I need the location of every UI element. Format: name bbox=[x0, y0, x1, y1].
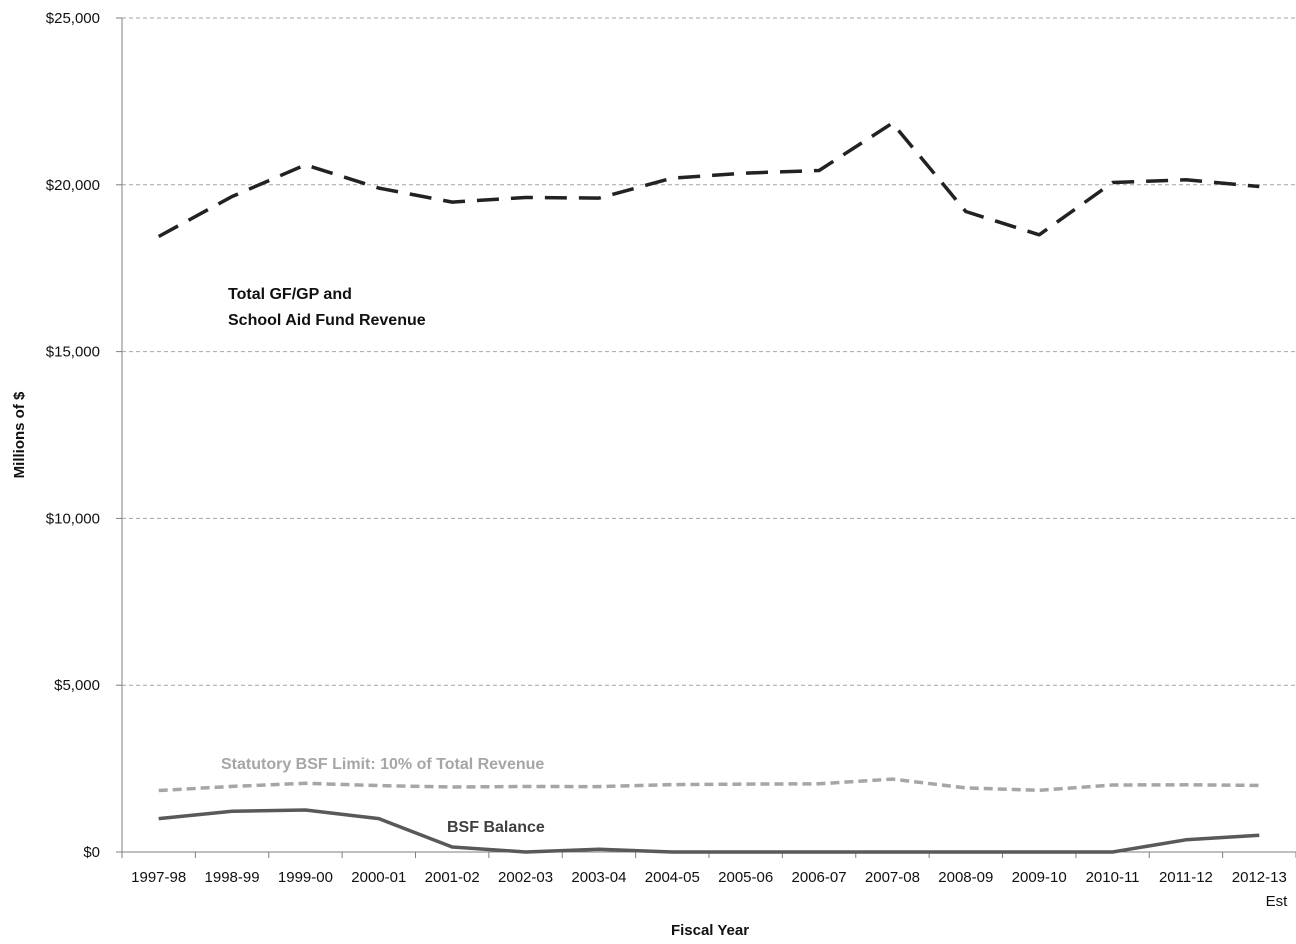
x-tick-label: 2007-08 bbox=[865, 869, 920, 886]
y-tick-label: $15,000 bbox=[46, 344, 100, 361]
y-tick-label: $25,000 bbox=[46, 10, 100, 27]
revenue-label-line-2: School Aid Fund Revenue bbox=[228, 312, 426, 329]
x-tick-label: 2006-07 bbox=[792, 869, 847, 886]
x-tick-label: 1999-00 bbox=[278, 869, 333, 886]
y-axis-title: Millions of $ bbox=[11, 391, 28, 478]
x-tick-label: 2012-13 bbox=[1232, 869, 1287, 886]
x-tick-label: 2005-06 bbox=[718, 869, 773, 886]
revenue-series-label: Total GF/GP and School Aid Fund Revenue bbox=[228, 286, 426, 329]
x-tick-label: 2000-01 bbox=[351, 869, 406, 886]
gridlines bbox=[122, 17, 1296, 686]
x-tick-label: 2009-10 bbox=[1012, 869, 1067, 886]
revenue-label-line-1: Total GF/GP and bbox=[228, 286, 352, 303]
series-lines bbox=[157, 121, 1260, 854]
y-tick-label: $10,000 bbox=[46, 510, 100, 527]
series-line-revenue bbox=[157, 121, 1260, 239]
limit-series-label: Statutory BSF Limit: 10% of Total Revenu… bbox=[221, 756, 544, 773]
axes bbox=[116, 17, 1296, 858]
x-tick-label: 2003-04 bbox=[571, 869, 626, 886]
x-tick-sublabel: Est bbox=[1266, 893, 1289, 910]
x-axis-title: Fiscal Year bbox=[671, 922, 749, 939]
x-tick-label: 2001-02 bbox=[425, 869, 480, 886]
series-line-limit bbox=[158, 777, 1260, 793]
x-tick-label: 2008-09 bbox=[938, 869, 993, 886]
x-tick-label: 1997-98 bbox=[131, 869, 186, 886]
x-tick-label: 1998-99 bbox=[205, 869, 260, 886]
y-tick-label: $5,000 bbox=[54, 677, 100, 694]
x-tick-label: 2002-03 bbox=[498, 869, 553, 886]
y-tick-label: $20,000 bbox=[46, 177, 100, 194]
x-tick-label: 2011-12 bbox=[1159, 869, 1213, 886]
series-line-bsf bbox=[158, 808, 1260, 854]
tick-labels: $0 $5,000 $10,000 $15,000 $20,000 $25,000 1997… bbox=[46, 10, 1288, 910]
y-tick-label: $0 bbox=[83, 844, 100, 861]
x-tick-label: 2004-05 bbox=[645, 869, 700, 886]
x-tick-label: 2010-11 bbox=[1086, 869, 1140, 886]
bsf-series-label: BSF Balance bbox=[447, 819, 545, 836]
